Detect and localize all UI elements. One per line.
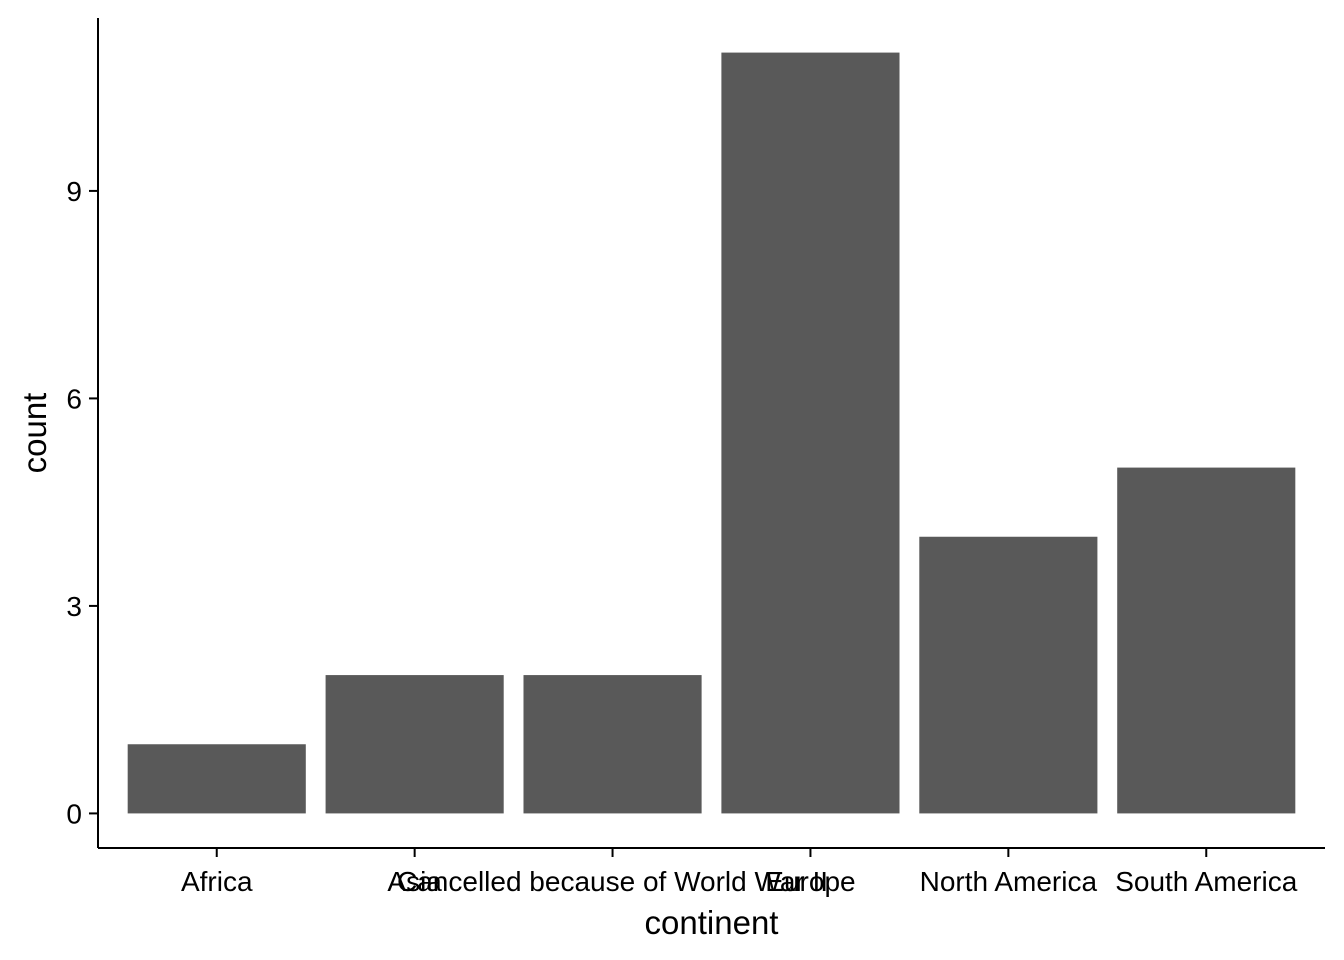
x-tick-label: Europe [765,866,855,897]
x-tick-label: Cancelled because of World War II [397,866,828,897]
x-tick-label: South America [1115,866,1298,897]
x-axis-title: continent [645,904,779,941]
y-tick-label: 0 [66,798,82,829]
x-tick-label: North America [920,866,1098,897]
x-tick-label: Asia [387,866,442,897]
bar-africa [127,744,306,814]
bar-south-america [1117,467,1296,814]
bar-cancelled-because-of-world-war-ii [523,675,702,814]
y-tick-label: 3 [66,591,82,622]
bar-north-america [919,536,1098,814]
y-tick-label: 9 [66,176,82,207]
y-tick-label: 6 [66,383,82,414]
y-ticks-group: 0 3 6 9 [66,176,98,829]
bar-asia [325,675,504,814]
x-tick-label: Africa [181,866,253,897]
y-axis-title: count [16,393,53,474]
bar-europe [721,52,900,814]
bars-group [127,52,1296,814]
